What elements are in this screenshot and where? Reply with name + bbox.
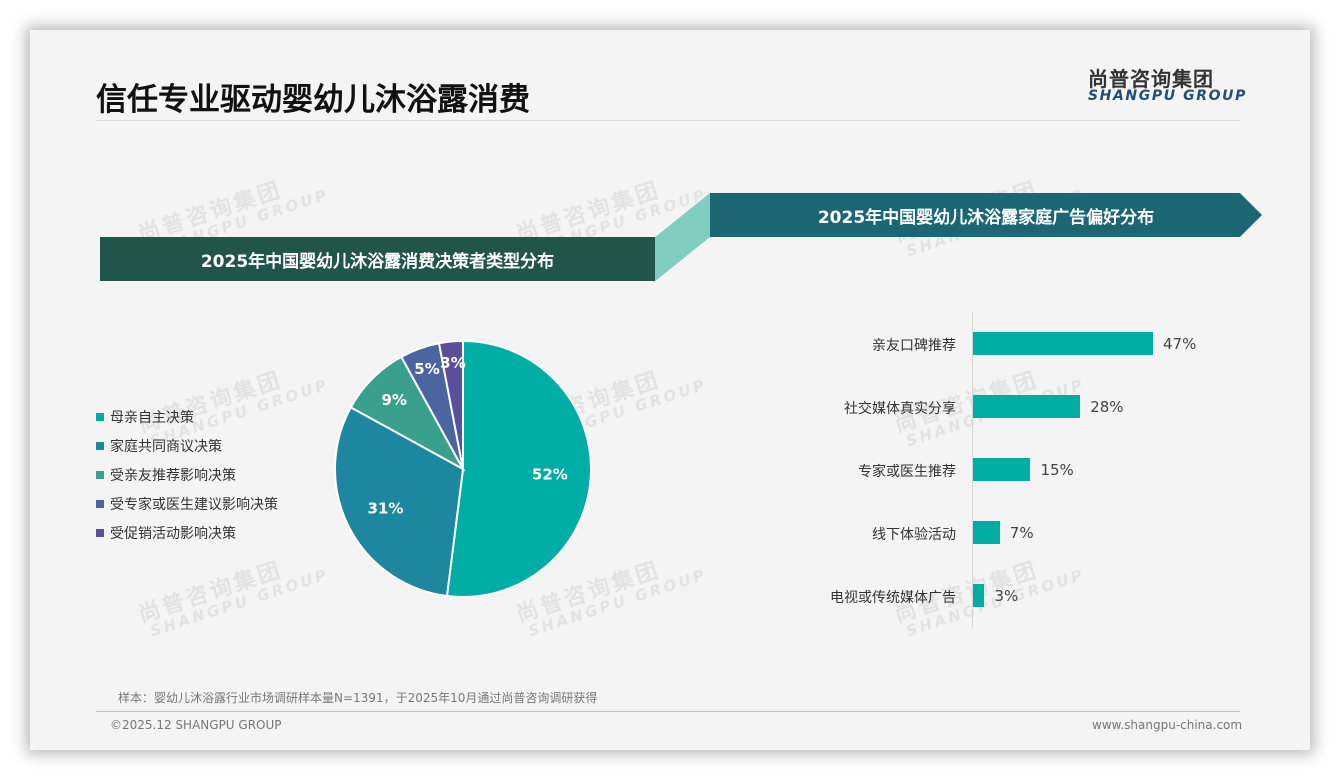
pie-slice	[334, 405, 465, 598]
page-title: 信任专业驱动婴幼儿沐浴露消费	[96, 82, 530, 118]
logo-text-cn: 尚普咨询集团	[1088, 67, 1214, 91]
pie-chart-header: 2025年中国婴幼儿沐浴露消费决策者类型分布	[100, 237, 655, 281]
legend-item: 受亲友推荐影响决策	[96, 460, 278, 489]
logo-text-en: SHANGPU GROUP	[1088, 88, 1247, 104]
legend-item: 受促销活动影响决策	[96, 518, 278, 547]
bar-row: 线下体验活动 7%	[30, 521, 1310, 545]
legend-swatch-icon	[96, 412, 104, 421]
bar-category-label: 社交媒体真实分享	[844, 401, 956, 417]
website-link[interactable]: www.shangpu-china.com	[1092, 718, 1243, 732]
bar-value-label: 47%	[1163, 335, 1197, 353]
pie-slice-label: 9%	[381, 391, 406, 409]
bar-chart-axis	[972, 312, 973, 628]
legend-swatch-icon	[96, 470, 104, 479]
bar	[973, 584, 985, 607]
copyright: ©2025.12 SHANGPU GROUP	[110, 718, 282, 732]
pie-slice-label: 52%	[532, 465, 568, 483]
pie-slice-label: 3%	[440, 354, 465, 372]
bar-row: 亲友口碑推荐 47%	[30, 332, 1310, 356]
bar-chart-header: 2025年中国婴幼儿沐浴露家庭广告偏好分布	[710, 193, 1262, 237]
bar	[973, 332, 1153, 355]
legend-swatch-icon	[96, 499, 104, 508]
bar	[973, 458, 1031, 481]
slide: 尚普咨询集团 SHANGPU GROUP 尚普咨询集团 SHANGPU GROUP …	[30, 30, 1310, 750]
bar-value-label: 28%	[1090, 398, 1124, 416]
bar-value-label: 3%	[994, 587, 1019, 605]
bar-category-label: 亲友口碑推荐	[872, 338, 956, 354]
legend-item: 受专家或医生建议影响决策	[96, 489, 278, 518]
bar-row: 社交媒体真实分享 28%	[30, 395, 1310, 419]
bar-category-label: 专家或医生推荐	[858, 464, 956, 480]
title-divider	[96, 120, 1240, 121]
legend-item: 家庭共同商议决策	[96, 431, 278, 460]
legend-item: 母亲自主决策	[96, 402, 278, 431]
legend-swatch-icon	[96, 441, 104, 450]
bar-row: 专家或医生推荐 15%	[30, 458, 1310, 482]
pie-legend: 母亲自主决策 家庭共同商议决策 受亲友推荐影响决策 受专家或医生建议影响决策 受…	[96, 402, 278, 547]
bar	[973, 521, 1000, 544]
pie-chart: 52% 31% 9% 5% 3%	[334, 339, 592, 598]
legend-swatch-icon	[96, 528, 104, 537]
bar-value-label: 15%	[1040, 461, 1074, 479]
pie-slice-label: 31%	[367, 500, 403, 518]
pie-slice-label: 5%	[414, 360, 439, 378]
bar-category-label: 线下体验活动	[872, 527, 956, 543]
bar-row: 电视或传统媒体广告 3%	[30, 584, 1310, 608]
pie-slice	[445, 339, 592, 598]
bar-category-label: 电视或传统媒体广告	[830, 590, 956, 606]
bar-value-label: 7%	[1009, 524, 1034, 542]
header-connector-shape	[654, 193, 710, 282]
sample-note: 样本：婴幼儿沐浴露行业市场调研样本量N=1391，于2025年10月通过尚普咨询…	[118, 691, 598, 705]
pie-slice	[437, 339, 464, 470]
footer-divider	[96, 711, 1240, 712]
bar	[973, 395, 1081, 418]
